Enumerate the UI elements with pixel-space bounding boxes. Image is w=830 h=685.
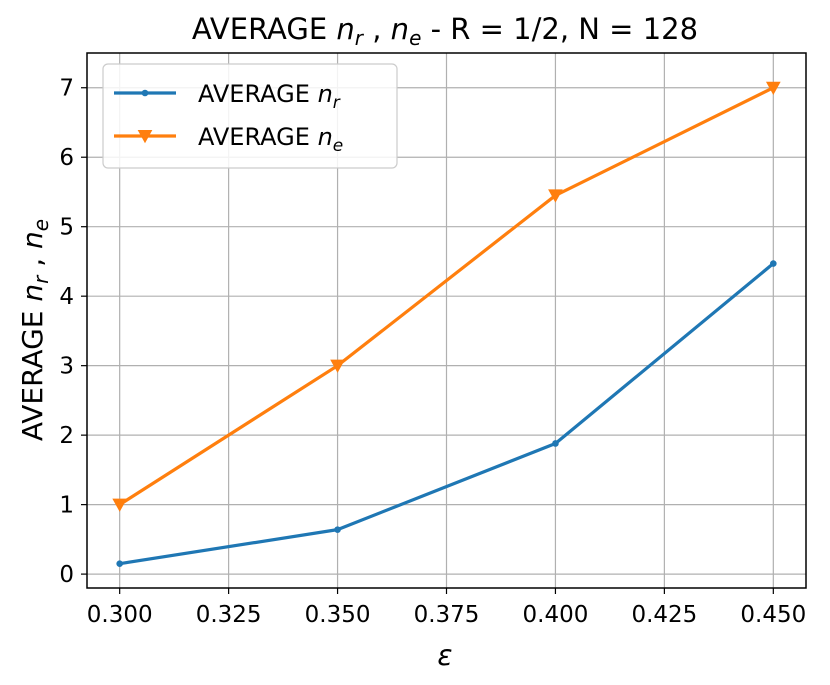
x-tick-label: 0.350 xyxy=(305,602,371,628)
x-axis-ticks: 0.300 0.325 0.350 0.375 0.400 0.425 0.450 xyxy=(87,588,806,628)
data-point-r xyxy=(770,260,777,267)
legend-label: AVERAGE nr xyxy=(198,80,341,113)
y-axis-ticks: 0 1 2 3 4 5 6 7 xyxy=(59,76,87,588)
data-point-r xyxy=(116,560,123,567)
x-tick-label: 0.450 xyxy=(740,602,806,628)
data-point-e xyxy=(330,359,345,373)
chart-title: AVERAGE nr , ne - R = 1/2, N = 128 xyxy=(192,12,698,50)
y-tick-label: 6 xyxy=(59,145,74,171)
y-axis-label: AVERAGE nr , ne xyxy=(16,219,53,441)
series-e xyxy=(112,81,781,512)
y-tick-label: 2 xyxy=(59,423,74,449)
legend-entry-r: AVERAGE nr xyxy=(114,80,341,113)
y-tick-label: 3 xyxy=(59,354,74,380)
x-tick-label: 0.300 xyxy=(87,602,153,628)
y-tick-label: 4 xyxy=(59,284,74,310)
legend-swatch-marker xyxy=(141,89,149,97)
x-tick-label: 0.325 xyxy=(196,602,262,628)
legend-label: AVERAGE ne xyxy=(198,123,343,156)
x-axis-label: ε xyxy=(437,639,452,672)
y-tick-label: 1 xyxy=(59,493,74,519)
x-tick-label: 0.400 xyxy=(523,602,589,628)
series-line-e xyxy=(118,86,775,506)
legend-box xyxy=(102,63,398,169)
data-point-r xyxy=(552,440,559,447)
series-layer xyxy=(112,81,781,567)
y-tick-label: 0 xyxy=(59,562,74,588)
y-tick-label: 7 xyxy=(59,76,74,102)
data-point-r xyxy=(334,526,341,533)
x-tick-label: 0.375 xyxy=(414,602,480,628)
legend: AVERAGE nr AVERAGE ne xyxy=(102,63,398,169)
data-point-e xyxy=(548,189,563,203)
series-line-r xyxy=(119,262,775,566)
series-r xyxy=(116,260,777,567)
legend-swatch-marker xyxy=(137,129,153,144)
data-point-e xyxy=(112,498,128,512)
x-tick-label: 0.425 xyxy=(631,602,697,628)
legend-entry-e: AVERAGE ne xyxy=(114,123,343,156)
data-point-e xyxy=(765,81,781,95)
y-tick-label: 5 xyxy=(59,215,74,241)
